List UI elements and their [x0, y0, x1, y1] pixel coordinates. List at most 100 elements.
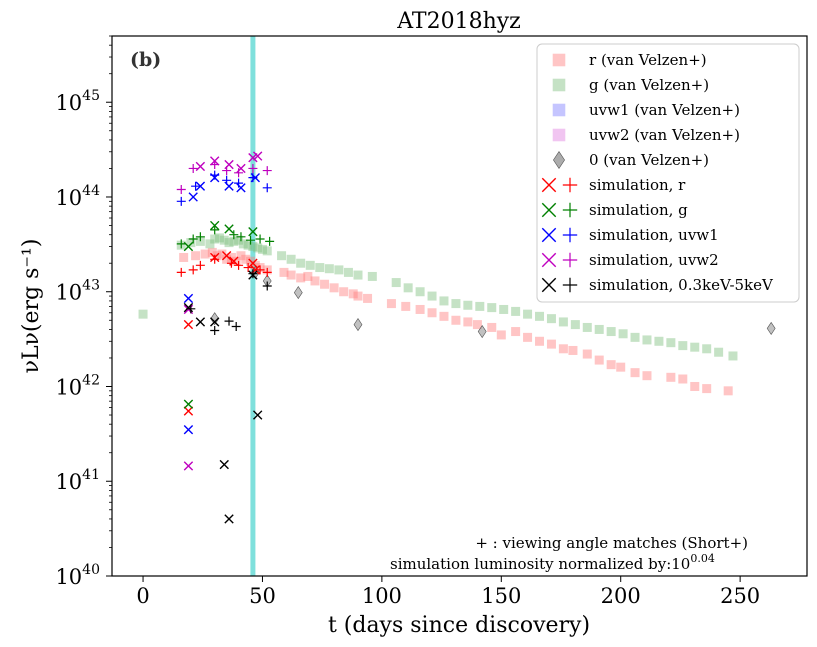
data-point — [226, 252, 236, 262]
x-tick-label: 50 — [249, 584, 276, 608]
data-point — [195, 236, 205, 246]
data-point — [243, 263, 253, 273]
data-point — [329, 283, 339, 293]
data-point — [210, 160, 220, 170]
data-point — [324, 264, 334, 274]
legend-label: simulation, r — [589, 176, 686, 194]
data-point — [186, 304, 196, 314]
legend-marker-x — [541, 227, 557, 243]
data-point — [391, 278, 401, 288]
data-point — [210, 234, 220, 244]
data-point — [229, 230, 239, 240]
data-point — [558, 344, 568, 354]
data-point — [582, 349, 592, 359]
data-point — [231, 256, 241, 266]
data-point — [511, 327, 521, 337]
data-point — [353, 291, 363, 301]
annotation-line2: simulation luminosity normalized by:100.… — [390, 552, 715, 573]
data-point — [630, 368, 640, 378]
legend-label: uvw2 (van Velzen+) — [589, 126, 740, 144]
y-tick-base: 10 — [55, 470, 82, 494]
data-point — [248, 269, 258, 279]
data-point — [188, 234, 198, 244]
data-point — [243, 240, 253, 250]
data-point — [568, 345, 578, 355]
data-layer — [138, 151, 776, 524]
data-point — [334, 265, 344, 275]
y-tick-base: 10 — [55, 565, 82, 589]
data-point — [262, 183, 272, 193]
data-point — [618, 329, 628, 339]
data-point — [535, 336, 545, 346]
y-tick-label: 1043 — [55, 278, 100, 305]
data-point — [176, 196, 186, 206]
data-point — [262, 246, 272, 256]
legend-marker-plus — [562, 177, 578, 193]
data-point — [224, 514, 234, 524]
data-point — [217, 249, 227, 259]
data-point — [415, 287, 425, 297]
x-tick-label: 150 — [481, 584, 521, 608]
data-point — [195, 260, 205, 270]
legend-label: simulation, uvw2 — [589, 251, 719, 269]
y-tick-label: 1042 — [55, 372, 100, 399]
legend-marker-x — [541, 202, 557, 218]
series-simulation-r-x — [183, 251, 260, 416]
x-tick-label: 200 — [601, 584, 641, 608]
data-point — [666, 372, 676, 382]
data-point — [183, 406, 194, 416]
y-tick-exponent: 42 — [82, 372, 100, 388]
y-axis-label: νLν(erg s⁻¹) — [19, 239, 44, 374]
data-point — [511, 306, 521, 316]
data-point — [183, 293, 194, 304]
data-point — [255, 234, 265, 244]
x-tick-label: 250 — [720, 584, 760, 608]
y-tick-label: 1044 — [55, 183, 100, 210]
data-point — [188, 265, 198, 275]
data-point — [195, 317, 206, 327]
data-point — [386, 299, 396, 309]
data-point — [219, 235, 229, 245]
legend-label: uvw1 (van Velzen+) — [589, 101, 740, 119]
x-tick-label: 100 — [362, 584, 402, 608]
data-point — [690, 342, 700, 352]
data-point — [262, 281, 272, 291]
data-point — [339, 287, 349, 297]
data-point — [728, 351, 738, 361]
series-simulation-uvw1 — [176, 170, 272, 206]
legend-marker — [552, 53, 566, 67]
data-point — [616, 362, 626, 372]
data-point — [296, 273, 306, 283]
y-tick-base: 10 — [55, 375, 82, 399]
series-simulation-g — [176, 225, 275, 249]
legend-label: r (van Velzen+) — [589, 51, 707, 69]
data-point — [277, 251, 287, 261]
y-tick-base: 10 — [55, 186, 82, 210]
data-point — [186, 238, 196, 248]
data-point — [475, 301, 485, 311]
y-tick-exponent: 43 — [82, 278, 100, 294]
data-point — [766, 321, 776, 335]
series-r-van-velzen — [179, 247, 733, 396]
data-point — [219, 459, 229, 470]
data-point — [315, 263, 325, 273]
annotation-line1: + : viewing angle matches (Short+) — [475, 534, 748, 552]
data-point — [570, 320, 580, 330]
data-point — [234, 168, 244, 178]
data-point — [183, 424, 194, 435]
data-point — [305, 260, 315, 270]
data-point — [248, 173, 258, 183]
data-point — [642, 335, 652, 345]
data-point — [582, 322, 592, 332]
data-point — [195, 181, 206, 191]
data-point — [451, 299, 461, 309]
data-point — [183, 399, 194, 409]
legend-marker — [552, 128, 566, 142]
data-point — [523, 309, 533, 319]
data-point — [702, 344, 712, 354]
data-point — [546, 314, 556, 324]
data-point — [222, 175, 232, 185]
data-point — [439, 311, 449, 321]
